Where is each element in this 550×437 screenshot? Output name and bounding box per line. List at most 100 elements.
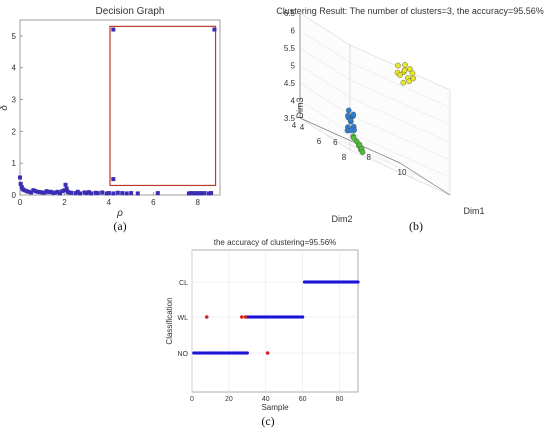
x-tick-label: 40 [262,396,270,403]
decision-point [55,189,60,194]
cluster-2-point [345,107,352,114]
cluster-3-point [350,135,357,141]
classified-sample-point [301,315,305,319]
y-grid-line [349,149,451,196]
cluster-3-point [359,149,366,155]
clustering-result-title: Clustering Result: The number of cluster… [276,6,543,16]
x-tick-label: 80 [336,396,344,403]
decision-point [73,191,78,196]
decision-point [155,191,160,196]
dim1-tick-label: 6 [333,138,338,147]
dim2-axis-label: Dim2 [331,214,352,224]
dim3-axis-label: Dim3 [295,97,305,118]
decision-point [104,191,109,196]
x-tick-label: 60 [299,396,307,403]
decision-point [53,190,58,195]
decision-point [189,191,194,196]
decision-point [49,189,54,194]
z-grid-line [299,30,451,108]
x-tick-label: 20 [225,396,233,403]
decision-point [64,186,69,191]
x-tick-label: 2 [62,198,67,207]
cluster-1-point [395,62,401,69]
misclassified-sample-point [240,315,244,319]
decision-point [19,185,24,190]
decision-point [111,177,116,182]
y-tick-label: CL [179,280,188,287]
dim3-tick-label: 3.5 [284,114,296,123]
decision-point [40,190,45,195]
z-grid-line [299,12,451,91]
dim1-tick-label: 10 [398,168,407,177]
panel-c-label: (c) [261,414,274,428]
decision-point [69,190,74,195]
decision-graph-panel: Decision Graph 0 2 4 6 8 0 1 2 3 4 5 ρ δ (a) [0,6,221,233]
decision-graph-title: Decision Graph [96,6,165,17]
decision-point [202,191,207,196]
decision-point [193,191,198,196]
cluster-1-point [406,78,412,85]
dim3-tick-label: 6 [291,27,296,36]
accuracy-x-label: Sample [261,403,289,412]
y-tick-label: 4 [12,64,17,73]
accuracy-axes-box [191,249,359,393]
misclassified-sample-point [243,315,248,319]
decision-point [35,189,40,194]
misclassified-sample-point [265,351,270,355]
y-tick-label: 2 [12,127,17,136]
decision-point [200,191,205,196]
decision-point [58,191,62,196]
decision-graph-y-label: δ [0,105,10,111]
decision-point [63,182,68,187]
decision-point [191,191,196,196]
decision-point [18,181,23,186]
decision-point [82,190,87,195]
decision-point [44,189,49,194]
panel-b-label: (b) [409,219,423,233]
dim1-axis-label: Dim1 [463,206,484,216]
decision-point [29,190,34,195]
decision-point [31,188,36,193]
decision-point [24,189,29,194]
decision-point [38,190,42,195]
decision-point [33,189,38,194]
dim1-tick-label: 8 [366,153,371,162]
classified-sample-point [245,351,249,355]
y-grid-line [324,133,426,180]
cluster-center-highlight-box [109,25,217,187]
decision-point [42,190,47,195]
cluster-2-point [348,127,355,134]
decision-point [75,189,80,194]
y-tick-label: 1 [12,159,17,168]
dim2-tick-label: 4 [292,121,297,130]
accuracy-title: the accuracy of clustering=95.56% [214,238,337,247]
decision-point [89,191,94,196]
cluster-2-point [345,112,351,119]
z-grid-line [299,47,451,126]
accuracy-panel: the accuracy of clustering=95.56% 0 20 40 6… [165,238,360,428]
cluster-1-point [409,70,416,77]
dim2-axis-line [399,162,451,196]
cluster-2-point [350,111,357,118]
decision-point [22,188,27,193]
x-tick-label: 0 [190,396,194,403]
y-tick-label: 5 [12,32,17,41]
decision-point [135,191,140,196]
decision-point [26,189,31,194]
decision-point [206,191,211,196]
x-tick-label: 4 [107,198,112,207]
decision-point [209,191,214,196]
cluster-1-point [397,72,403,78]
cluster-1-point [407,66,413,72]
misclassified-sample-point [204,315,209,319]
clustering-result-panel: Clustering Result: The number of cluster… [276,6,543,233]
z-grid-line [299,65,451,143]
decision-point [78,191,82,196]
panel-a-label: (a) [113,219,126,233]
accuracy-y-label: Classification [165,297,174,344]
decision-point [115,190,120,195]
x-tick-label: 6 [151,198,156,207]
decision-graph-x-label: ρ [116,208,123,219]
